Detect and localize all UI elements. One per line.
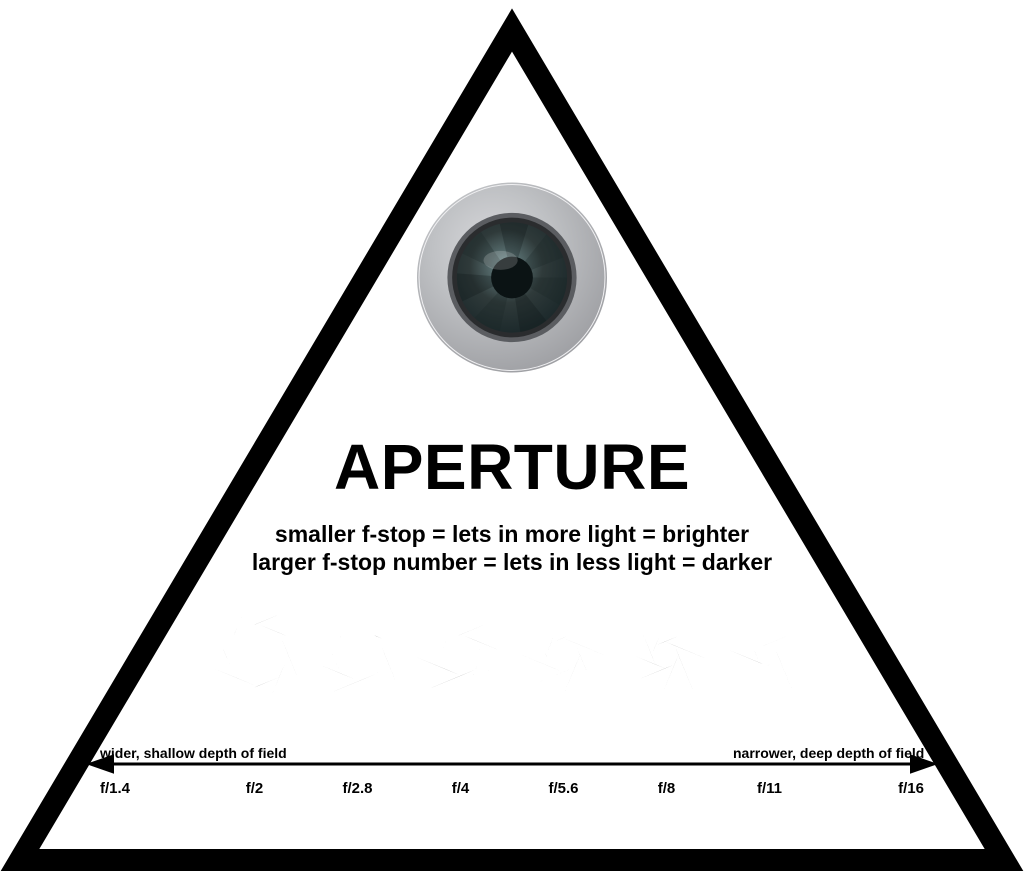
fstop-label: f/16 [821,780,924,797]
main-title: APERTURE [0,430,1024,504]
aperture-diagram-5 [620,610,710,705]
fstop-label: f/1.4 [100,780,203,797]
aperture-diagram-4 [518,610,608,705]
lens-icon [417,183,607,378]
fstop-label: f/11 [718,780,821,797]
scale-left-label: wider, shallow depth of field [100,745,287,761]
fstop-row: f/1.4f/2f/2.8f/4f/5.6f/8f/11f/16 [100,780,924,797]
aperture-diagram-6 [722,610,812,705]
fstop-label: f/2.8 [306,780,409,797]
aperture-diagram-2 [314,610,404,705]
fstop-label: f/8 [615,780,718,797]
scale-right-label: narrower, deep depth of field [733,745,924,761]
infographic-stage: APERTURE smaller f-stop = lets in more l… [0,0,1024,887]
aperture-icons-row [0,610,1024,705]
aperture-diagram-3 [416,610,506,705]
fstop-label: f/5.6 [512,780,615,797]
subtitle-line-2: larger f-stop number = lets in less ligh… [0,548,1024,576]
subtitle-line-1: smaller f-stop = lets in more light = br… [0,520,1024,548]
fstop-label: f/4 [409,780,512,797]
fstop-label: f/2 [203,780,306,797]
aperture-diagram-1 [212,610,302,705]
subtitle-block: smaller f-stop = lets in more light = br… [0,520,1024,576]
